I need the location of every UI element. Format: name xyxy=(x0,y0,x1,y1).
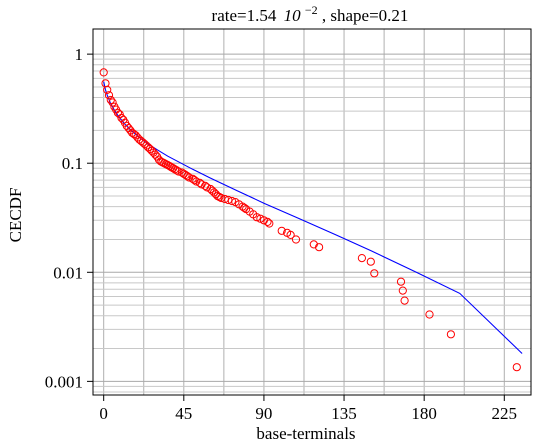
data-point xyxy=(108,98,117,107)
title-exponent: −2 xyxy=(305,3,318,17)
data-point xyxy=(227,196,236,206)
data-point xyxy=(265,219,274,228)
data-point xyxy=(99,68,108,77)
data-point xyxy=(263,217,272,226)
data-point xyxy=(183,172,192,181)
title-prefix: rate=1.54 xyxy=(212,6,277,25)
x-tick-label: 0 xyxy=(99,404,108,423)
data-points-layer xyxy=(99,68,521,372)
fit-line xyxy=(103,81,523,354)
x-tick-label: 135 xyxy=(331,404,357,423)
y-axis-label: CECDF xyxy=(6,188,25,243)
plot-frame xyxy=(92,28,532,396)
fit-line-layer xyxy=(103,81,523,354)
title-suffix: , shape=0.21 xyxy=(322,6,409,25)
data-point xyxy=(396,277,406,286)
data-point xyxy=(215,192,224,202)
y-tick-label: 0.001 xyxy=(45,372,83,391)
x-tick-label: 225 xyxy=(492,404,518,423)
data-point xyxy=(398,286,407,295)
data-point xyxy=(357,254,366,263)
data-point xyxy=(103,85,112,95)
data-point xyxy=(277,226,286,235)
data-point xyxy=(370,269,379,278)
chart-title: rate=1.54 10 −2 , shape=0.21 xyxy=(212,0,409,25)
y-tick-label: 0.1 xyxy=(62,154,83,173)
x-tick-label: 45 xyxy=(175,404,192,423)
data-point xyxy=(174,167,183,176)
y-tick-label: 1 xyxy=(75,45,84,64)
data-point xyxy=(104,91,114,100)
data-point xyxy=(291,235,301,244)
grid xyxy=(93,29,531,395)
title-exp-base: 10 xyxy=(284,6,302,25)
axis-ticks: 0 45 90 135 180 225 1 0.1 0.01 0.001 xyxy=(45,45,517,423)
data-point xyxy=(400,296,409,305)
data-point xyxy=(106,95,115,105)
data-point xyxy=(315,243,324,252)
data-point xyxy=(366,257,375,266)
data-point xyxy=(185,173,194,182)
y-tick-label: 0.01 xyxy=(53,263,83,282)
data-point xyxy=(512,363,521,372)
x-axis-label: base-terminals xyxy=(256,424,355,443)
data-point xyxy=(240,203,249,212)
data-point xyxy=(425,310,434,319)
data-point xyxy=(172,166,181,175)
x-tick-label: 180 xyxy=(411,404,437,423)
title-text: rate=1.54 10 −2 , shape=0.21 xyxy=(212,0,409,25)
data-point xyxy=(286,230,295,239)
data-point xyxy=(446,330,455,339)
x-tick-label: 90 xyxy=(255,404,272,423)
data-point xyxy=(252,213,261,222)
data-point xyxy=(101,79,110,88)
